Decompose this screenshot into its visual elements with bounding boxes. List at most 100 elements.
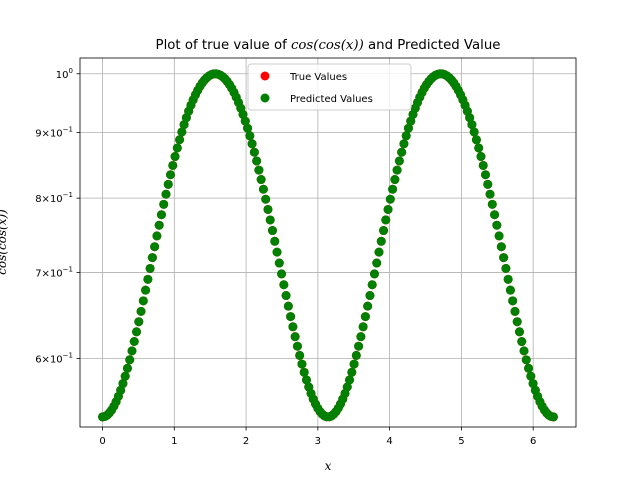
data-point (508, 296, 518, 306)
data-point (524, 363, 534, 373)
data-point (487, 199, 497, 209)
data-point (138, 296, 148, 306)
data-point (301, 375, 311, 385)
data-point (163, 179, 173, 189)
data-point (376, 236, 386, 246)
data-point (288, 322, 298, 332)
data-point (347, 367, 357, 377)
data-point (145, 263, 155, 273)
data-point (499, 253, 509, 263)
data-point (372, 258, 382, 268)
data-point (274, 258, 284, 268)
data-point (136, 306, 146, 316)
data-point (254, 165, 264, 175)
data-point (161, 189, 171, 199)
data-point (267, 226, 277, 236)
data-point (519, 346, 529, 356)
data-point (478, 160, 488, 170)
data-point (469, 127, 479, 137)
data-point (118, 379, 128, 389)
data-point (512, 317, 522, 327)
data-point (127, 346, 137, 356)
data-point (261, 194, 271, 204)
data-point (247, 139, 257, 149)
data-point (397, 147, 407, 157)
data-point (295, 350, 305, 360)
data-point (270, 236, 280, 246)
data-point (134, 317, 144, 327)
x-tick-label: 3 (315, 436, 321, 447)
data-point (279, 280, 289, 290)
data-point (345, 375, 355, 385)
data-point (501, 263, 511, 273)
data-point (465, 113, 475, 123)
data-point (481, 170, 490, 180)
data-point (290, 332, 300, 342)
data-point (170, 152, 180, 162)
data-point (517, 337, 527, 347)
data-point (349, 359, 359, 369)
legend-label-true-values: True Values (289, 72, 347, 83)
data-point (394, 156, 404, 166)
data-point (156, 210, 166, 220)
data-point (122, 363, 132, 373)
plot-area (80, 58, 576, 427)
data-point (369, 269, 379, 279)
data-point (379, 226, 389, 236)
data-point (172, 143, 182, 153)
data-point (365, 291, 375, 301)
data-point (363, 301, 373, 311)
legend-marker-predicted-values (260, 93, 270, 103)
data-point (374, 247, 384, 257)
data-point (360, 312, 370, 322)
data-point (358, 322, 368, 332)
data-point (252, 156, 262, 166)
legend-label-predicted-values: Predicted Values (290, 94, 373, 105)
data-point (243, 123, 253, 133)
data-point (503, 274, 513, 284)
data-point (356, 332, 366, 342)
y-axis-label: cos(cos(x)) (0, 209, 9, 275)
data-point (152, 231, 162, 241)
data-point (471, 135, 481, 145)
data-point (129, 337, 139, 346)
data-point (283, 301, 293, 311)
x-tick-label: 6 (530, 436, 536, 447)
data-point (392, 165, 402, 175)
data-point (385, 194, 395, 204)
data-point (548, 412, 558, 422)
data-points (98, 69, 558, 422)
data-point (292, 341, 302, 351)
y-tick-label: 7×10−1 (35, 266, 73, 280)
data-point (514, 327, 524, 337)
data-point (505, 285, 515, 295)
data-point (240, 116, 250, 126)
data-point (492, 220, 502, 230)
data-point (256, 175, 266, 185)
data-point (154, 220, 164, 230)
data-point (403, 123, 413, 133)
data-point (147, 253, 157, 263)
data-point (496, 242, 506, 252)
data-point (175, 135, 185, 145)
data-point (381, 215, 391, 225)
data-point (476, 152, 486, 162)
data-point (159, 199, 169, 209)
data-point (367, 280, 377, 290)
y-tick-label: 6×10−1 (35, 351, 73, 365)
legend-marker-true-values (260, 71, 270, 81)
data-point (399, 139, 409, 149)
data-point (265, 215, 275, 225)
x-axis-label: x (325, 459, 332, 473)
data-point (351, 350, 361, 360)
data-point (521, 355, 531, 365)
data-point (297, 359, 307, 369)
data-point (526, 371, 536, 381)
data-point (179, 120, 189, 130)
data-point (249, 147, 259, 157)
x-tick-label: 4 (386, 436, 392, 447)
data-point (474, 143, 484, 153)
title-math: cos(cos(x)) (291, 38, 364, 53)
data-point (166, 170, 176, 180)
